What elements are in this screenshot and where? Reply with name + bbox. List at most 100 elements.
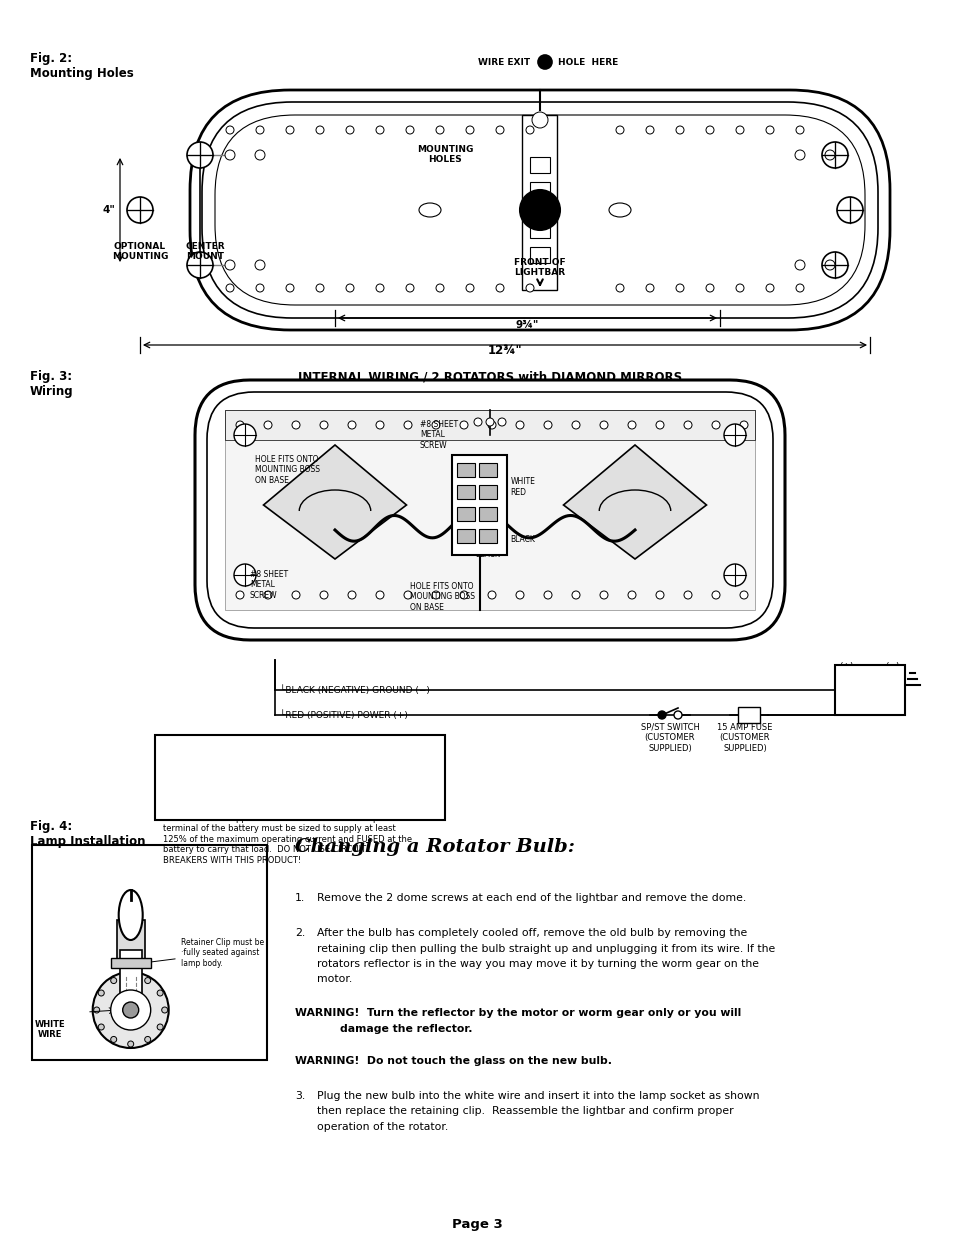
Bar: [479, 485, 497, 499]
Polygon shape: [263, 445, 406, 559]
Circle shape: [485, 417, 494, 426]
Ellipse shape: [118, 890, 143, 940]
Bar: [32, 845, 267, 1060]
Text: Retainer Clip must be
·fully seated against
lamp body.: Retainer Clip must be ·fully seated agai…: [147, 939, 264, 968]
Text: HOLE FITS ONTO
MOUNTING BOSS
ON BASE: HOLE FITS ONTO MOUNTING BOSS ON BASE: [410, 582, 475, 611]
Circle shape: [292, 421, 299, 429]
Ellipse shape: [608, 203, 630, 217]
Circle shape: [292, 592, 299, 599]
Text: └RED (POSITIVE) POWER (+): └RED (POSITIVE) POWER (+): [280, 710, 408, 720]
Circle shape: [255, 126, 264, 135]
Circle shape: [516, 592, 523, 599]
Circle shape: [821, 142, 847, 168]
Circle shape: [497, 417, 505, 426]
Circle shape: [348, 421, 355, 429]
Text: HOLE FITS ONTO
MOUNTING BOSS
ON BASE: HOLE FITS ONTO MOUNTING BOSS ON BASE: [254, 454, 319, 485]
Text: 12¾": 12¾": [487, 345, 521, 357]
Text: Battery: Battery: [847, 693, 891, 703]
Bar: [530, 222, 550, 238]
Circle shape: [145, 1036, 151, 1042]
Circle shape: [516, 421, 523, 429]
Circle shape: [658, 711, 665, 719]
Circle shape: [111, 978, 116, 983]
Text: operation of the rotator.: operation of the rotator.: [316, 1123, 448, 1132]
Circle shape: [254, 261, 265, 270]
Circle shape: [432, 592, 439, 599]
Circle shape: [235, 421, 244, 429]
Bar: [452, 454, 507, 555]
Circle shape: [157, 1024, 163, 1030]
Circle shape: [406, 284, 414, 291]
Bar: [834, 664, 904, 715]
Text: WHITE: WHITE: [510, 477, 535, 487]
Circle shape: [127, 198, 152, 224]
Text: After the bulb has completely cooled off, remove the old bulb by removing the: After the bulb has completely cooled off…: [316, 927, 746, 939]
Circle shape: [496, 284, 503, 291]
Circle shape: [572, 421, 579, 429]
Text: BLACK: BLACK: [475, 550, 499, 559]
Text: BLACK: BLACK: [510, 535, 535, 543]
Circle shape: [740, 421, 747, 429]
Circle shape: [98, 990, 104, 995]
Circle shape: [255, 284, 264, 291]
Text: RED: RED: [510, 488, 526, 496]
Bar: [119, 950, 142, 1005]
Bar: [479, 463, 497, 477]
Bar: [479, 529, 497, 543]
Bar: [225, 410, 754, 610]
Circle shape: [254, 149, 265, 161]
Circle shape: [226, 284, 233, 291]
Text: All customer supplied wires that connect to the positive
terminal of the battery: All customer supplied wires that connect…: [163, 814, 412, 864]
Circle shape: [98, 1024, 104, 1030]
Text: 4": 4": [102, 205, 115, 215]
Circle shape: [735, 126, 743, 135]
Circle shape: [111, 1036, 116, 1042]
Polygon shape: [563, 445, 706, 559]
Circle shape: [645, 284, 654, 291]
Circle shape: [795, 126, 803, 135]
Ellipse shape: [418, 203, 440, 217]
Text: Page 3: Page 3: [451, 1218, 502, 1231]
Text: WARNING!  Do not touch the glass on the new bulb.: WARNING! Do not touch the glass on the n…: [294, 1056, 612, 1066]
Text: SP/ST SWITCH
(CUSTOMER
SUPPLIED): SP/ST SWITCH (CUSTOMER SUPPLIED): [639, 722, 699, 753]
Circle shape: [375, 126, 384, 135]
Circle shape: [676, 284, 683, 291]
Text: damage the reflector.: damage the reflector.: [294, 1024, 472, 1034]
Bar: [154, 735, 444, 820]
Circle shape: [465, 126, 474, 135]
Circle shape: [616, 126, 623, 135]
Circle shape: [821, 252, 847, 278]
Text: retaining clip then pulling the bulb straight up and unplugging it from its wire: retaining clip then pulling the bulb str…: [316, 944, 775, 953]
Circle shape: [683, 592, 691, 599]
Text: Fig. 3:
Wiring: Fig. 3: Wiring: [30, 370, 73, 398]
Text: rotators reflector is in the way you may move it by turning the worm gear on the: rotators reflector is in the way you may…: [316, 960, 759, 969]
Circle shape: [676, 126, 683, 135]
Circle shape: [264, 592, 272, 599]
Circle shape: [226, 126, 233, 135]
Bar: [225, 410, 754, 440]
Text: (−): (−): [884, 662, 900, 671]
Circle shape: [645, 126, 654, 135]
Text: MOUNTING
HOLES: MOUNTING HOLES: [416, 144, 473, 164]
Bar: [457, 508, 475, 521]
Circle shape: [233, 564, 255, 585]
Circle shape: [765, 284, 773, 291]
Text: WARNING!  Turn the reflector by the motor or worm gear only or you will: WARNING! Turn the reflector by the motor…: [294, 1008, 740, 1018]
Circle shape: [406, 126, 414, 135]
Circle shape: [735, 284, 743, 291]
Circle shape: [627, 592, 636, 599]
Text: WIRE EXIT: WIRE EXIT: [477, 58, 530, 67]
Bar: [530, 247, 550, 263]
Circle shape: [616, 284, 623, 291]
Circle shape: [286, 284, 294, 291]
Circle shape: [711, 592, 720, 599]
Circle shape: [375, 592, 384, 599]
Circle shape: [537, 56, 552, 69]
Circle shape: [824, 261, 834, 270]
Circle shape: [543, 592, 552, 599]
Text: #8 SHEET
METAL
SCREW: #8 SHEET METAL SCREW: [250, 571, 288, 600]
Circle shape: [375, 421, 384, 429]
Circle shape: [459, 592, 468, 599]
Circle shape: [123, 1002, 138, 1018]
FancyBboxPatch shape: [202, 103, 877, 317]
